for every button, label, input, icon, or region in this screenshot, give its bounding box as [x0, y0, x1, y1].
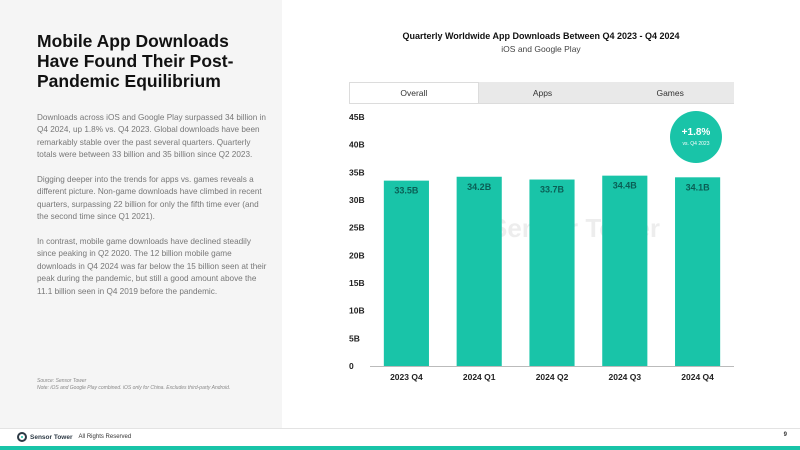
sensor-tower-logo-icon — [17, 432, 27, 442]
tab-games[interactable]: Games — [656, 87, 684, 98]
chart-subtitle: iOS and Google Play — [501, 44, 581, 54]
bar-2024-q2 — [529, 179, 575, 366]
paragraph: In contrast, mobile game downloads have … — [37, 237, 267, 296]
badge-label: vs. Q4 2023 — [682, 140, 710, 147]
left-panel: Mobile App Downloads Have Found Their Po… — [0, 0, 282, 428]
source-note: Source: Sensor Tower Note: iOS and Googl… — [37, 378, 277, 392]
y-tick-label: 40B — [349, 140, 365, 150]
footer-divider — [0, 428, 800, 429]
x-tick-label: 2024 Q2 — [536, 372, 569, 382]
note-text: Note: iOS and Google Play combined. iOS … — [37, 385, 231, 391]
data-label: 33.5B — [394, 186, 419, 196]
y-tick-label: 35B — [349, 167, 365, 177]
x-tick-label: 2024 Q4 — [681, 372, 714, 382]
y-tick-label: 25B — [349, 223, 365, 233]
page-number: 9 — [783, 432, 787, 438]
x-tick-label: 2024 Q3 — [608, 372, 641, 382]
data-label: 33.7B — [540, 185, 565, 195]
source-text: Source: Sensor Tower — [37, 378, 87, 384]
bar-2024-q4 — [675, 177, 721, 366]
y-tick-label: 45B — [349, 112, 365, 122]
tab-overall[interactable]: Overall — [349, 82, 479, 103]
data-label: 34.1B — [686, 182, 711, 192]
body-text: Downloads across iOS and Google Play sur… — [37, 112, 270, 310]
bar-2023-q4 — [383, 180, 429, 366]
logo-text: Sensor Tower — [30, 433, 73, 441]
y-tick-label: 20B — [349, 250, 365, 260]
growth-badge: +1.8% vs. Q4 2023 — [670, 111, 722, 163]
footer-accent-bar — [0, 446, 800, 450]
tab-divider — [349, 103, 734, 104]
y-tick-label: 10B — [349, 306, 365, 316]
tab-bar: Overall Apps Games — [349, 82, 734, 103]
y-tick-label: 0 — [349, 361, 354, 371]
chart-title: Quarterly Worldwide App Downloads Betwee… — [402, 31, 680, 41]
bar-2024-q3 — [602, 175, 648, 366]
y-tick-label: 30B — [349, 195, 365, 205]
y-tick-label: 5B — [349, 333, 360, 343]
y-tick-label: 15B — [349, 278, 365, 288]
data-label: 34.2B — [467, 182, 492, 192]
data-label: 34.4B — [613, 181, 638, 191]
footer: Sensor Tower All Rights Reserved — [17, 432, 131, 442]
x-tick-label: 2023 Q4 — [390, 372, 423, 382]
slide-title: Mobile App Downloads Have Found Their Po… — [37, 31, 234, 91]
paragraph: Digging deeper into the trends for apps … — [37, 175, 262, 222]
rights-text: All Rights Reserved — [78, 434, 132, 440]
paragraph: Downloads across iOS and Google Play sur… — [37, 113, 266, 160]
bar-2024-q1 — [456, 176, 502, 366]
badge-value: +1.8% — [681, 126, 711, 138]
x-tick-label: 2024 Q1 — [463, 372, 496, 382]
tab-apps[interactable]: Apps — [532, 87, 553, 98]
